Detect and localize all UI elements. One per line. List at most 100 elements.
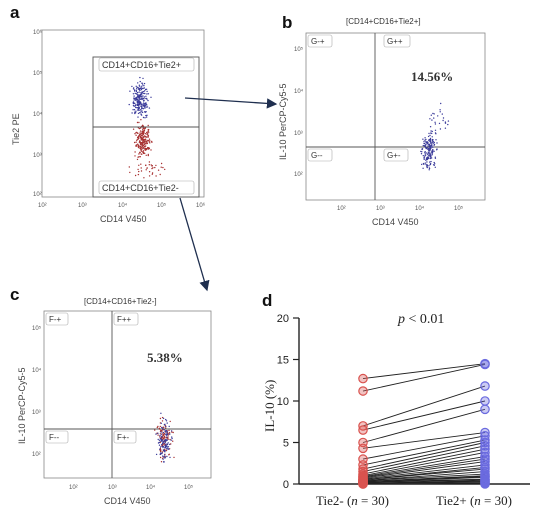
event-dot [137, 112, 140, 115]
x-tick-label: 10³ [108, 485, 117, 491]
event-dot [144, 97, 146, 100]
event-dot [136, 104, 139, 107]
pair-line [362, 445, 486, 472]
event-dot [143, 96, 145, 98]
event-dot [428, 169, 430, 171]
event-dot [137, 135, 140, 137]
quadrant-label: F-+ [49, 315, 62, 324]
pair-line [362, 473, 486, 482]
x-axis-label-c: CD14 V450 [104, 496, 151, 506]
event-dot [161, 420, 164, 422]
event-dot [139, 109, 141, 111]
event-dot [139, 95, 142, 97]
event-dot [141, 153, 143, 155]
event-dot [432, 150, 434, 152]
event-dot [146, 104, 148, 106]
event-dot [168, 429, 170, 432]
event-dot [165, 439, 167, 441]
event-dot [429, 152, 431, 155]
event-dot [145, 114, 147, 117]
event-dot [143, 127, 145, 129]
quad-box [45, 430, 69, 444]
event-dot [142, 84, 144, 86]
event-dot [132, 88, 135, 90]
event-dot [165, 418, 167, 421]
event-dot [136, 107, 138, 109]
event-dot [160, 433, 163, 435]
gate-upper-label: CD14+CD16+Tie2+ [102, 60, 181, 70]
event-dot [128, 166, 130, 168]
event-dot [171, 436, 173, 438]
event-dot [160, 440, 162, 443]
event-dot [146, 139, 148, 142]
event-dot [160, 412, 162, 414]
event-dot [159, 446, 162, 448]
event-dot [435, 139, 437, 141]
event-dot [138, 170, 140, 173]
event-dot [159, 434, 161, 437]
y-tick-label: 10⁴ [32, 367, 42, 374]
event-dot [133, 97, 135, 99]
pair-line [362, 385, 486, 427]
event-dot [171, 431, 173, 433]
y-tick-labels-c: 10⁵ 10⁴ 10³ 10² [32, 325, 42, 458]
event-dot [424, 145, 426, 147]
event-dot [430, 142, 432, 144]
event-dot [432, 140, 434, 143]
event-dot [138, 100, 140, 103]
y-tick-label: 10⁵ [294, 46, 304, 53]
event-dot [166, 446, 169, 448]
event-dot [165, 431, 167, 433]
event-dot [171, 437, 173, 440]
event-dot [152, 167, 154, 169]
event-dot [424, 137, 426, 139]
event-dot [143, 82, 146, 85]
pair-line [362, 439, 486, 466]
event-dot [139, 76, 141, 79]
event-dot [137, 168, 139, 171]
pair-line [362, 476, 486, 482]
event-dot [164, 168, 166, 171]
event-dot [139, 132, 141, 134]
quad-box [45, 312, 69, 326]
event-dot [144, 107, 146, 109]
event-dot [136, 158, 139, 161]
pair-line [362, 464, 486, 480]
event-dot [137, 137, 140, 139]
event-dot [137, 116, 139, 118]
event-dot [155, 175, 157, 177]
event-dot [161, 445, 163, 448]
event-dot [144, 92, 146, 95]
event-dot [129, 90, 131, 92]
event-dot [140, 113, 142, 115]
event-dot [158, 439, 161, 441]
tie2-pos-point [480, 381, 490, 391]
event-dot [162, 417, 165, 420]
event-dot [129, 171, 131, 174]
tie2-neg-point [358, 479, 368, 489]
event-dot [137, 86, 139, 89]
gate-upper-label-box [98, 57, 195, 72]
event-dot [155, 433, 157, 435]
event-dot [133, 89, 136, 91]
pair-line [362, 479, 486, 483]
event-dot [140, 94, 143, 96]
event-dot [167, 438, 169, 440]
quad-box [307, 148, 333, 162]
event-dot [134, 111, 136, 113]
event-dot [433, 161, 435, 164]
event-dot [141, 82, 143, 85]
event-dot [426, 142, 429, 144]
event-dot [136, 98, 139, 101]
event-dot [161, 426, 163, 429]
x-tick-label: 10³ [376, 206, 385, 212]
event-dot [433, 150, 435, 152]
event-dot [166, 455, 168, 458]
tie2-neg-point [358, 373, 368, 384]
event-dot [429, 118, 431, 120]
event-dot [133, 99, 135, 101]
event-dot [144, 103, 147, 105]
event-dot [160, 162, 163, 165]
y-tick-label: 10⁵ [33, 70, 43, 77]
y-axis-label-c: IL-10 PerCP-Cy5-5 [17, 367, 27, 444]
